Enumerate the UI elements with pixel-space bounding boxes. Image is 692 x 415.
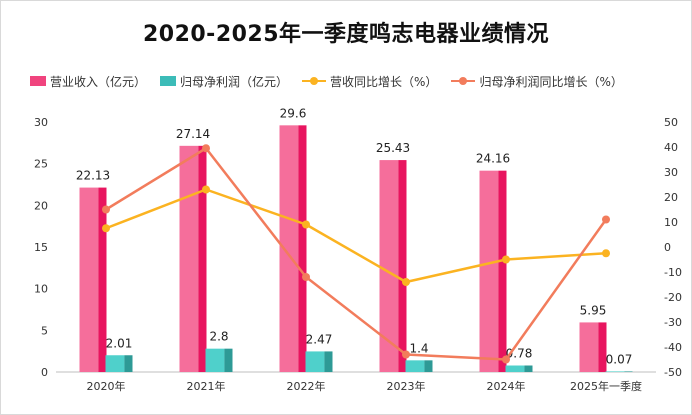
right-tick-label: -30 (664, 316, 682, 329)
revenue-bar-side (498, 170, 507, 372)
profit-growth-point (202, 144, 210, 153)
net-profit-bar (505, 365, 525, 372)
revenue-data-label: 29.6 (280, 106, 307, 120)
profit-growth-point (602, 215, 610, 224)
left-tick-label: 5 (41, 324, 48, 337)
revenue-bar-side (398, 160, 407, 372)
category-label: 2020年 (87, 379, 126, 393)
legend-item-net-profit: 归母净利润（亿元） (160, 73, 288, 90)
left-tick-label: 30 (34, 116, 48, 129)
net-profit-bar-side (424, 360, 433, 372)
revenue-bar (479, 170, 499, 372)
revenue-data-label: 25.43 (376, 141, 410, 155)
right-tick-label: 10 (664, 216, 678, 229)
net-profit-bar (405, 360, 425, 372)
net-profit-bar-side (624, 371, 633, 372)
net-profit-data-label: 2.8 (209, 330, 228, 344)
revenue-bar-side (98, 187, 107, 372)
revenue-data-label: 5.95 (580, 303, 607, 317)
revenue-bar (179, 145, 199, 372)
legend-swatch-profit-growth (451, 76, 476, 86)
net-profit-bar (605, 371, 625, 372)
category-label: 2021年 (187, 379, 226, 393)
profit-growth-point (102, 205, 110, 214)
legend-label-revenue: 营业收入（亿元） (50, 74, 147, 89)
revenue-growth-line (105, 188, 607, 284)
profit-growth-point (502, 355, 510, 364)
right-tick-label: 30 (664, 166, 678, 179)
legend-item-profit-growth: 归母净利润同比增长（%） (451, 73, 623, 90)
net-profit-data-label: 2.47 (306, 332, 333, 346)
right-tick-label: 0 (664, 241, 671, 254)
revenue-growth-point (402, 278, 410, 286)
revenue-bar-side (298, 125, 307, 372)
revenue-bar-side (598, 322, 607, 372)
net-profit-bar (105, 355, 125, 372)
net-profit-data-label: 0.07 (606, 352, 633, 366)
category-label: 2024年 (487, 379, 526, 393)
profit-growth-line (105, 147, 608, 361)
legend-label-net-profit: 归母净利润（亿元） (180, 74, 289, 89)
net-profit-bar-side (124, 355, 133, 372)
legend-label-profit-growth: 归母净利润同比增长（%） (479, 74, 623, 89)
net-profit-bar (305, 351, 325, 372)
revenue-bar (379, 160, 399, 372)
right-tick-label: -50 (664, 366, 682, 379)
legend-swatch-net-profit (160, 76, 177, 86)
category-label: 2025年一季度 (570, 379, 642, 393)
legend-item-revenue: 营业收入（亿元） (30, 73, 146, 90)
revenue-bar (79, 187, 99, 372)
left-tick-label: 0 (41, 366, 48, 379)
net-profit-bar-side (324, 351, 333, 372)
revenue-data-label: 24.16 (476, 152, 510, 166)
right-tick-label: -40 (664, 341, 682, 354)
revenue-bar-side (198, 145, 207, 372)
revenue-data-label: 22.13 (76, 169, 110, 183)
legend-swatch-revenue-growth (302, 76, 327, 86)
revenue-data-label: 27.14 (176, 127, 210, 141)
left-tick-label: 15 (34, 241, 48, 254)
legend-label-revenue-growth: 营收同比增长（%） (330, 74, 438, 89)
profit-growth-point (302, 273, 310, 281)
profit-growth-point (402, 350, 410, 359)
category-label: 2022年 (287, 379, 326, 393)
right-tick-label: 50 (664, 116, 678, 129)
revenue-growth-point (202, 185, 210, 194)
chart-title: 2020-2025年一季度鸣志电器业绩情况 (142, 22, 550, 47)
left-tick-label: 20 (34, 199, 48, 212)
revenue-bar (579, 322, 599, 372)
net-profit-bar-side (524, 365, 533, 372)
chart-legend: 营业收入（亿元） 归母净利润（亿元） 营收同比增长（%） 归母净利润同比增长（%… (30, 72, 670, 90)
revenue-growth-point (502, 255, 510, 264)
revenue-growth-point (602, 249, 610, 258)
left-tick-label: 25 (34, 158, 48, 171)
right-tick-label: 20 (664, 191, 678, 204)
revenue-growth-point (302, 220, 310, 229)
revenue-bar (279, 125, 299, 372)
right-tick-label: -10 (664, 266, 682, 279)
legend-swatch-revenue (30, 76, 46, 86)
legend-item-revenue-growth: 营收同比增长（%） (302, 73, 437, 90)
net-profit-bar-side (224, 348, 233, 372)
net-profit-data-label: 1.4 (409, 341, 428, 355)
revenue-growth-point (102, 224, 110, 233)
right-tick-label: -20 (664, 291, 682, 304)
left-tick-label: 10 (34, 283, 48, 296)
net-profit-bar (205, 348, 225, 372)
right-tick-label: 40 (664, 141, 678, 154)
category-label: 2023年 (387, 379, 426, 393)
net-profit-data-label: 2.01 (106, 336, 133, 350)
